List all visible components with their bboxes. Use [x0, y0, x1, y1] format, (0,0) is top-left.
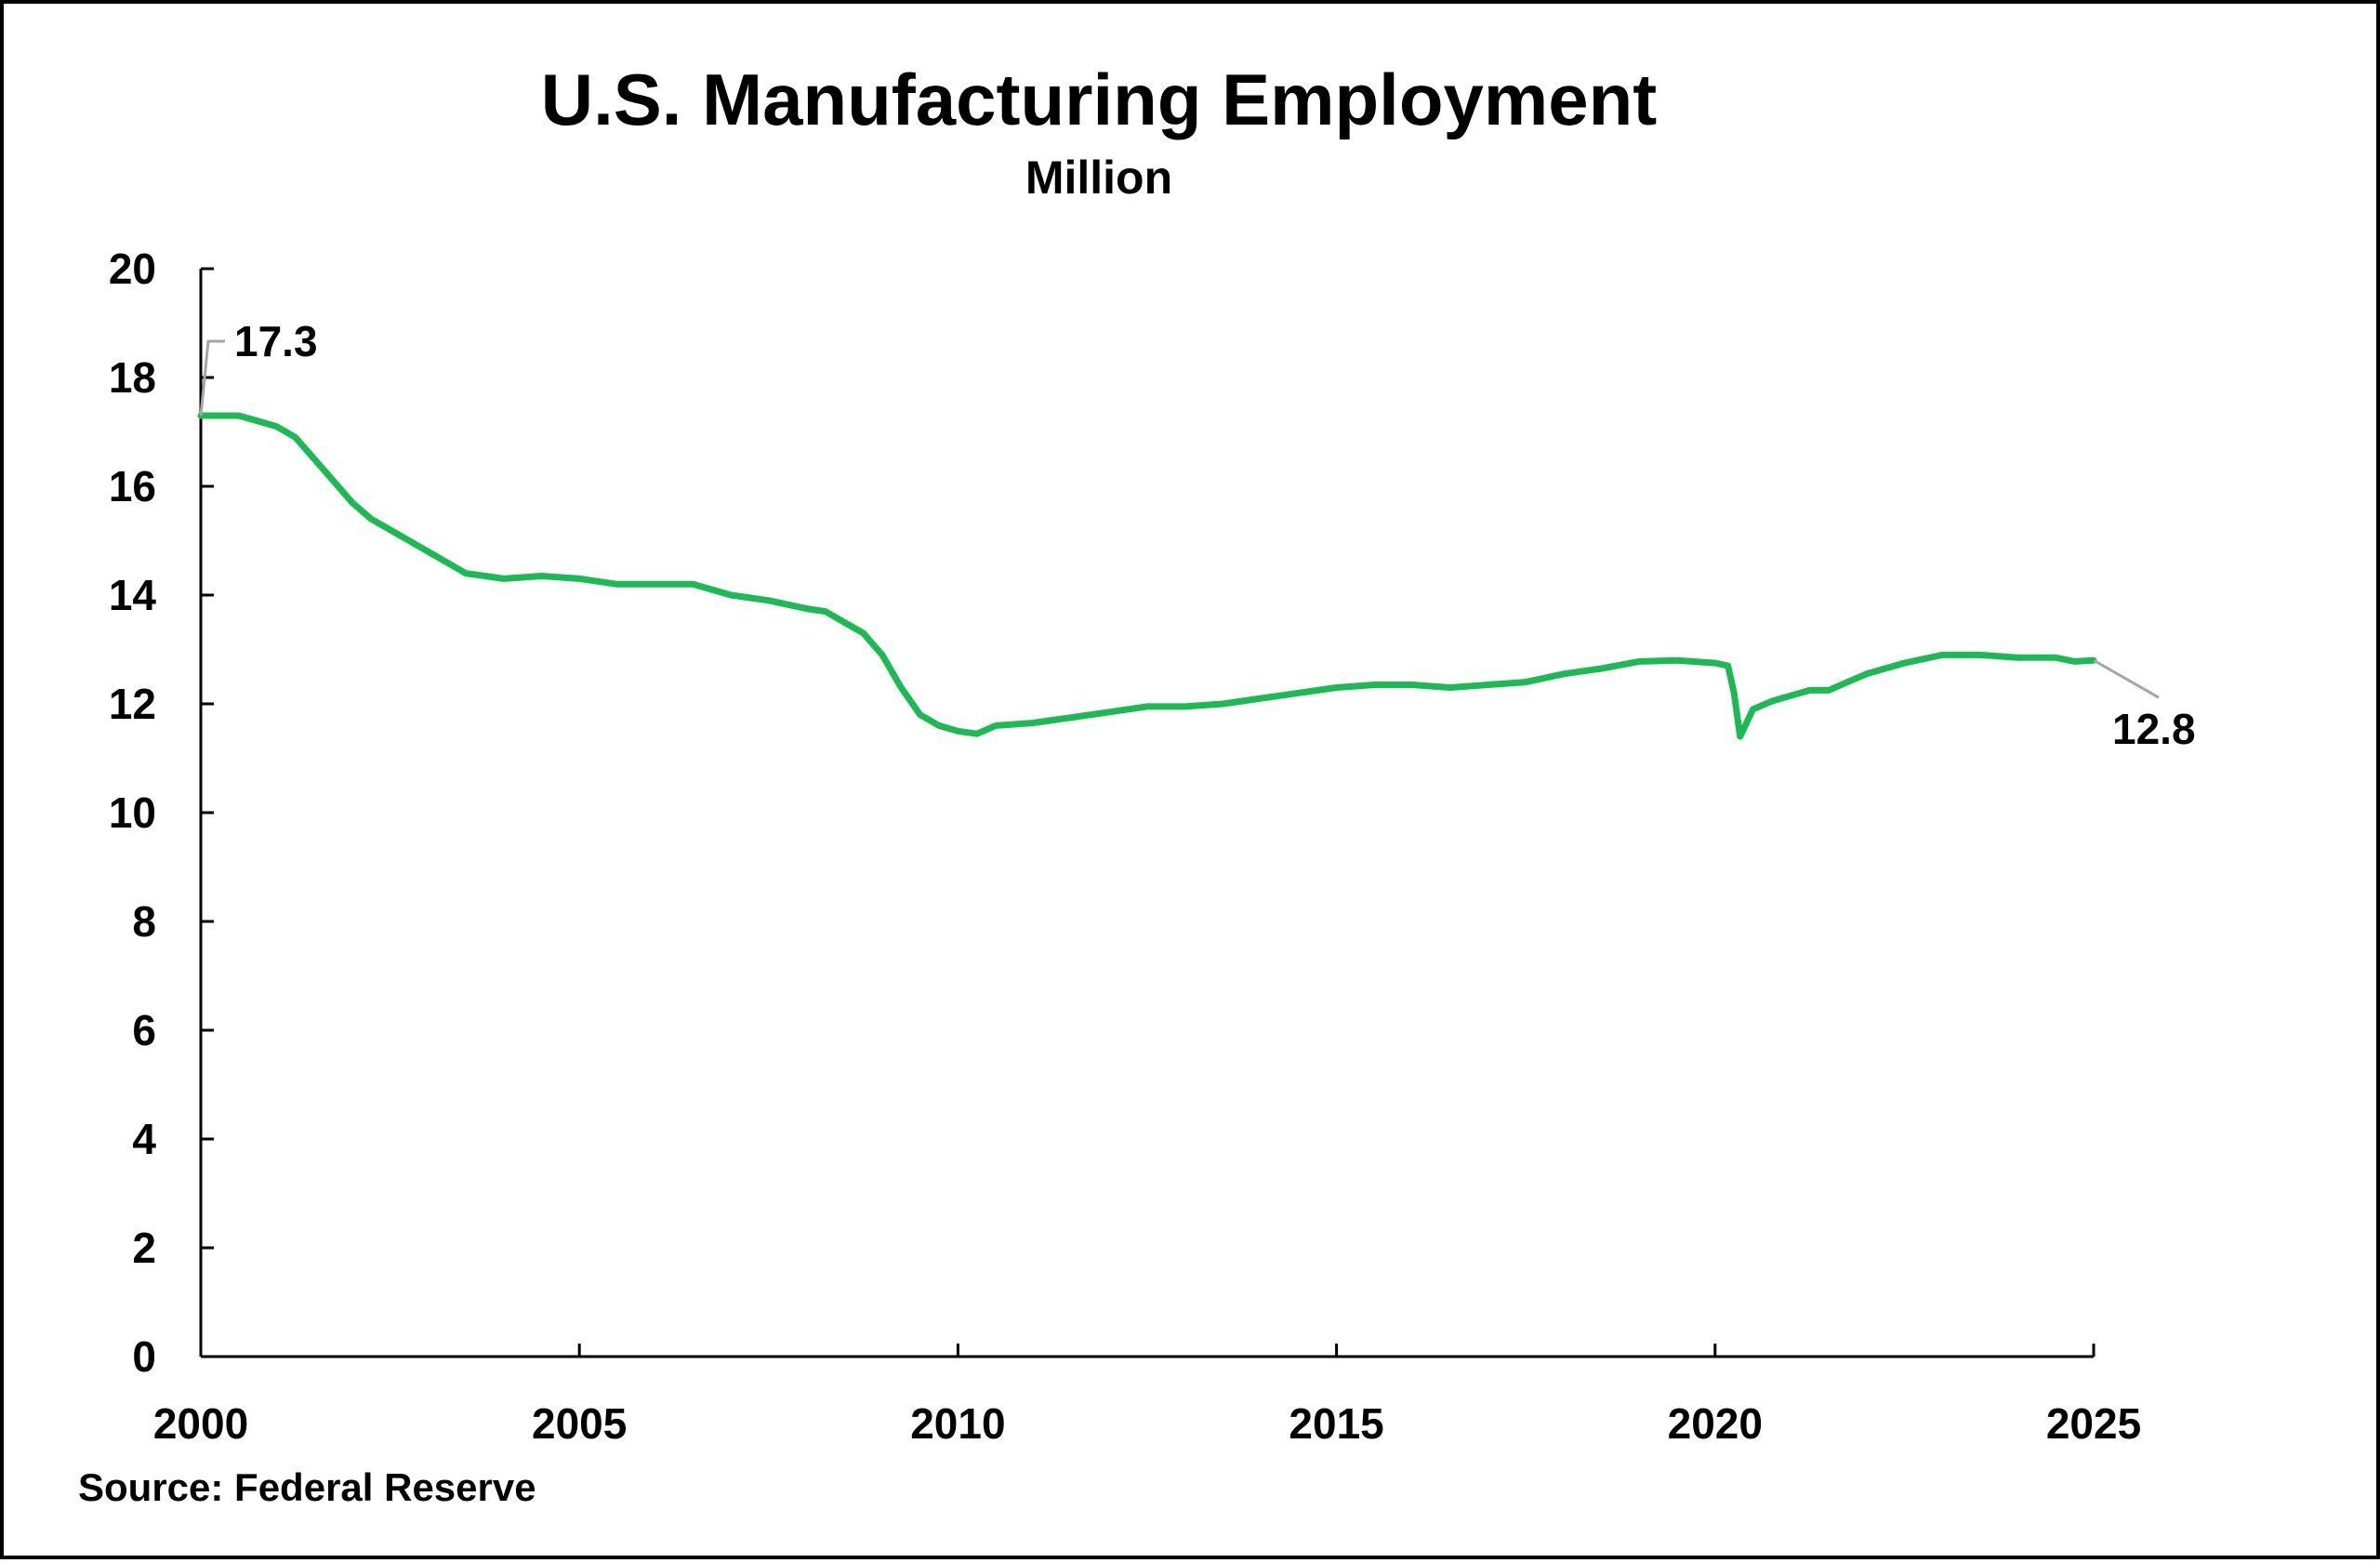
chart-subtitle: Million [1025, 152, 1173, 204]
x-tick-label: 2020 [1668, 1399, 1763, 1448]
y-tick-label: 0 [132, 1332, 156, 1381]
y-tick-label: 20 [109, 245, 156, 293]
y-tick-label: 2 [132, 1224, 156, 1272]
y-tick-label: 10 [109, 788, 156, 837]
chart-plot: 0 2 4 6 8 10 12 14 16 18 20 2000 2005 2010 2015 2020 202… [109, 245, 2196, 1448]
y-tick-label: 12 [109, 680, 156, 728]
x-tick-label: 2015 [1289, 1399, 1383, 1448]
y-tick-label: 16 [109, 462, 156, 510]
x-tick-label: 2025 [2046, 1399, 2141, 1448]
annotation-leader-end [2093, 658, 2160, 699]
series-line [197, 412, 2097, 740]
y-tick-label: 18 [109, 353, 156, 402]
data-label-start: 17.3 [234, 317, 318, 365]
y-tick-label: 8 [132, 897, 156, 946]
y-tick-label: 6 [132, 1006, 156, 1054]
chart-source: Source: Federal Reserve [78, 1465, 536, 1509]
y-tick-label: 14 [109, 571, 157, 619]
x-tick-label: 2005 [532, 1399, 627, 1448]
x-tick-label: 2010 [910, 1399, 1005, 1448]
chart-title: U.S. Manufacturing Employment [540, 59, 1658, 140]
x-tick-label: 2000 [153, 1399, 248, 1448]
y-tick-label: 4 [132, 1115, 156, 1163]
data-label-end: 12.8 [2112, 705, 2196, 753]
annotation-leader-start [199, 339, 225, 417]
